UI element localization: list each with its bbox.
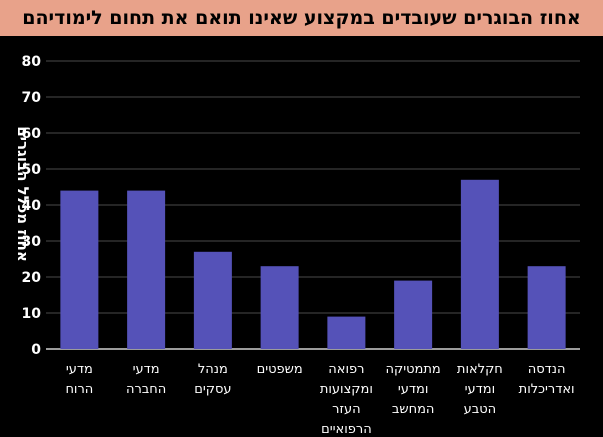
- category-label: הנדסה: [528, 362, 566, 377]
- y-tick-label: 20: [22, 270, 42, 286]
- category-label: ומדעי: [465, 382, 496, 397]
- y-tick-label: 60: [22, 126, 42, 142]
- bar: [327, 316, 366, 349]
- bar: [394, 280, 433, 349]
- category-label: המחשב: [392, 402, 435, 417]
- category-label: מנהל: [198, 362, 228, 377]
- category-label: הטבע: [464, 402, 497, 417]
- category-labels: מדעי הרוח מדעי החברה מנהל עסקים משפטים רפואה ומק…: [65, 362, 574, 437]
- bar: [127, 190, 166, 349]
- category-label: החברה: [126, 382, 166, 397]
- category-label: מתמטיקה: [385, 362, 440, 377]
- bar: [193, 251, 232, 349]
- y-tick-label: 40: [22, 198, 42, 214]
- y-tick-label: 0: [31, 342, 41, 358]
- category-label: מדעי: [66, 362, 93, 377]
- category-label: ומקצועות: [320, 382, 373, 397]
- category-label: ואדריכלות: [519, 382, 575, 397]
- bar: [60, 190, 99, 349]
- y-tick-label: 10: [22, 306, 42, 322]
- category-label: עסקים: [194, 382, 231, 397]
- category-label: הרוח: [65, 382, 93, 397]
- y-axis-label: אחוז מכלל הבוגרים: [14, 126, 32, 262]
- y-tick-label: 30: [22, 234, 42, 250]
- category-label: חקלאות: [457, 362, 503, 377]
- bar: [460, 179, 499, 349]
- category-label: ומדעי: [398, 382, 429, 397]
- y-tick-label: 80: [22, 54, 42, 70]
- bars: [60, 179, 566, 349]
- bar: [527, 266, 566, 349]
- category-label: משפטים: [257, 362, 303, 377]
- chart-title: אחוז הבוגרים שעובדים במקצוע שאינו תואם א…: [22, 7, 581, 29]
- category-label: רפואה: [328, 362, 364, 377]
- grid-lines: [46, 60, 580, 350]
- y-tick-label: 50: [22, 162, 42, 178]
- bar: [260, 266, 299, 349]
- y-tick-labels: 0 10 20 30 40 50 60 70 80: [22, 54, 42, 358]
- category-label: הרפואיים: [321, 422, 372, 437]
- title-bar: אחוז הבוגרים שעובדים במקצוע שאינו תואם א…: [0, 0, 603, 36]
- y-tick-label: 70: [22, 90, 42, 106]
- category-label: מדעי: [133, 362, 160, 377]
- category-label: העזר: [332, 402, 360, 417]
